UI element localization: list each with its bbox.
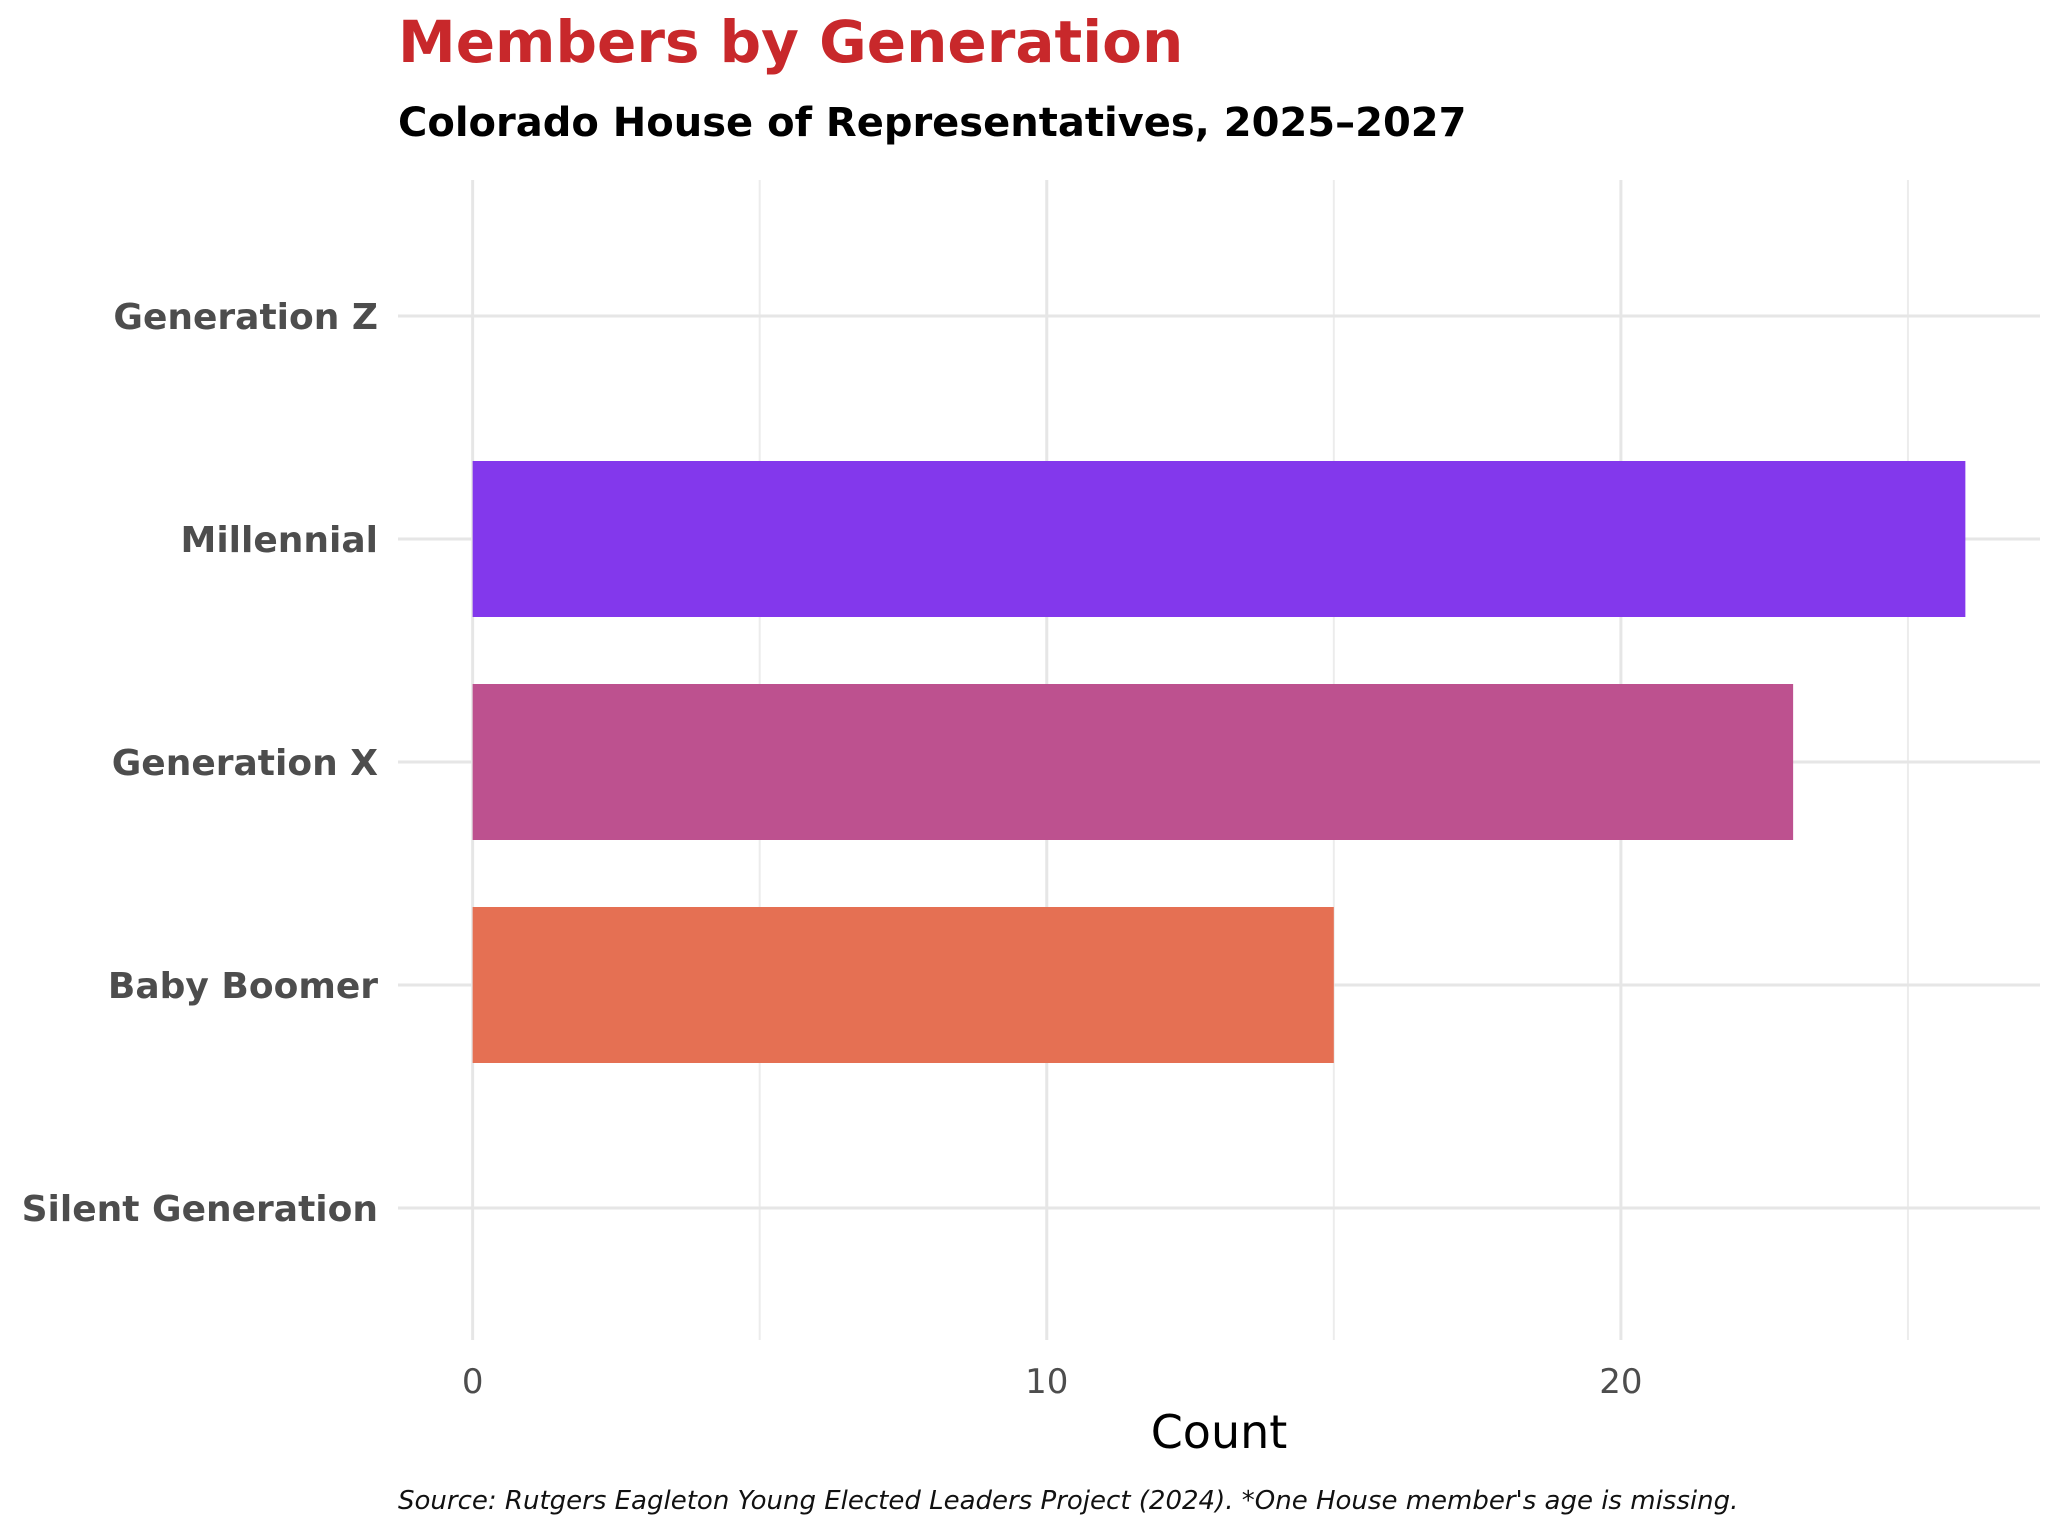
x-axis-label: Count: [1151, 1405, 1288, 1459]
chart-caption: Source: Rutgers Eagleton Young Elected L…: [398, 1486, 1739, 1516]
chart-title: Members by Generation: [398, 8, 1184, 76]
bar-millennial: [472, 461, 1966, 617]
x-tick-label-10: 10: [1025, 1362, 1068, 1402]
category-label-2: Generation X: [112, 743, 379, 784]
chart-subtitle: Colorado House of Representatives, 2025–…: [398, 100, 1467, 146]
x-tick-label-0: 0: [462, 1362, 484, 1402]
bar-baby-boomer: [472, 907, 1334, 1063]
category-label-0: Generation Z: [113, 297, 378, 338]
bar-generation-x: [472, 684, 1794, 840]
category-label-1: Millennial: [181, 520, 379, 561]
category-label-3: Baby Boomer: [108, 966, 378, 1007]
category-label-4: Silent Generation: [22, 1189, 378, 1230]
x-tick-label-20: 20: [1599, 1362, 1642, 1402]
